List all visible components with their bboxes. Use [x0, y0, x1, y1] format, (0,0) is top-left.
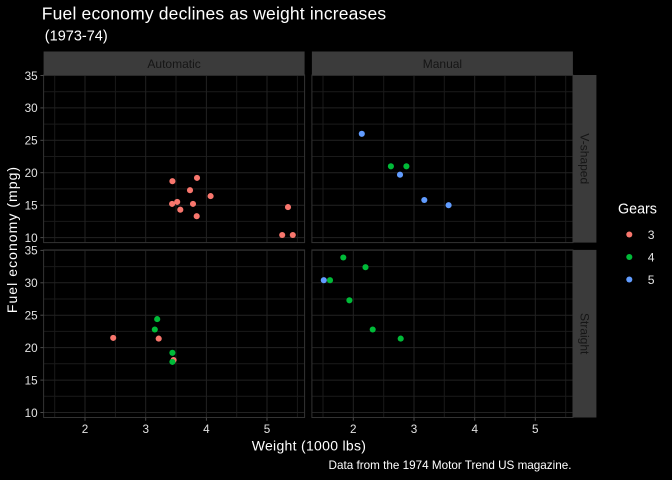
svg-text:3: 3	[142, 423, 149, 436]
svg-text:Fuel economy declines as weigh: Fuel economy declines as weight increase…	[42, 4, 387, 24]
svg-text:Fuel economy (mpg): Fuel economy (mpg)	[4, 166, 20, 313]
svg-text:Manual: Manual	[423, 57, 462, 71]
svg-text:20: 20	[25, 167, 39, 180]
svg-text:Gears: Gears	[618, 202, 657, 218]
svg-text:25: 25	[25, 310, 39, 323]
svg-text:15: 15	[25, 374, 39, 387]
svg-text:5: 5	[648, 273, 655, 287]
svg-text:25: 25	[25, 135, 39, 148]
svg-text:5: 5	[264, 423, 271, 436]
svg-text:35: 35	[25, 245, 39, 258]
svg-text:10: 10	[25, 407, 39, 420]
svg-text:V-shaped: V-shaped	[577, 133, 591, 184]
svg-text:15: 15	[25, 200, 39, 213]
svg-text:Weight (1000 lbs): Weight (1000 lbs)	[252, 438, 367, 454]
svg-text:3: 3	[411, 423, 418, 436]
svg-text:30: 30	[25, 102, 39, 115]
svg-text:4: 4	[648, 250, 655, 264]
svg-text:Straight: Straight	[577, 313, 591, 355]
svg-text:2: 2	[82, 423, 89, 436]
svg-text:Automatic: Automatic	[147, 57, 200, 71]
svg-text:2: 2	[350, 423, 357, 436]
svg-text:Data from the 1974 Motor Trend: Data from the 1974 Motor Trend US magazi…	[329, 459, 572, 472]
svg-text:3: 3	[648, 228, 655, 242]
svg-text:35: 35	[25, 70, 39, 83]
svg-text:20: 20	[25, 342, 39, 355]
svg-text:4: 4	[203, 423, 210, 436]
svg-text:10: 10	[25, 232, 39, 245]
svg-text:30: 30	[25, 277, 39, 290]
svg-text:4: 4	[471, 423, 478, 436]
svg-text:(1973-74): (1973-74)	[45, 28, 108, 44]
svg-text:5: 5	[532, 423, 539, 436]
